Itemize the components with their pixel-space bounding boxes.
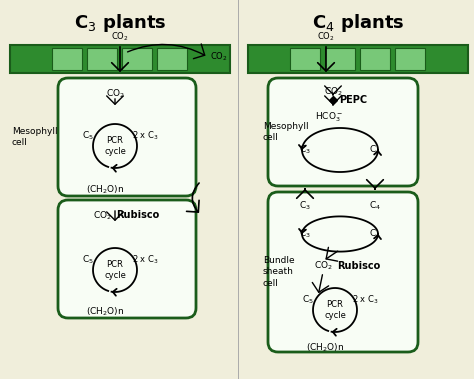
Text: CO$_2$: CO$_2$ — [111, 30, 129, 43]
Text: Rubisco: Rubisco — [116, 210, 159, 220]
Text: (CH$_2$O)n: (CH$_2$O)n — [306, 342, 344, 354]
Text: PCR
cycle: PCR cycle — [104, 136, 126, 156]
FancyBboxPatch shape — [268, 192, 418, 352]
Text: Rubisco: Rubisco — [337, 261, 380, 271]
Bar — [53, 48, 82, 70]
Text: Mesophyll
cell: Mesophyll cell — [263, 122, 309, 142]
Text: PEPC: PEPC — [339, 95, 367, 105]
Text: 2 x C$_3$: 2 x C$_3$ — [352, 294, 378, 306]
FancyBboxPatch shape — [58, 200, 196, 318]
Bar — [88, 48, 118, 70]
Text: C$_4$: C$_4$ — [369, 144, 381, 156]
Text: 2 x C$_3$: 2 x C$_3$ — [132, 254, 158, 266]
Text: CO$_2$: CO$_2$ — [92, 210, 111, 222]
Text: Bundle
sheath
cell: Bundle sheath cell — [263, 257, 295, 288]
Text: (CH$_2$O)n: (CH$_2$O)n — [86, 184, 124, 196]
Text: HCO$_3^-$: HCO$_3^-$ — [315, 110, 343, 124]
Text: C$_3$: C$_3$ — [299, 144, 311, 156]
Text: C$_4$: C$_4$ — [369, 228, 381, 240]
Bar — [326, 48, 356, 70]
Text: C$_3$: C$_3$ — [299, 200, 311, 212]
Text: PCR
cycle: PCR cycle — [324, 300, 346, 320]
Text: C$_5$: C$_5$ — [82, 254, 94, 266]
Bar — [10, 45, 230, 73]
Bar — [291, 48, 320, 70]
Text: CO$_2$: CO$_2$ — [106, 88, 125, 100]
Text: C$_5$: C$_5$ — [82, 130, 94, 142]
Text: C$_3$ plants: C$_3$ plants — [74, 12, 166, 34]
Text: 2 x C$_3$: 2 x C$_3$ — [132, 130, 158, 142]
Bar — [395, 48, 426, 70]
Text: CO$_2$: CO$_2$ — [314, 260, 332, 272]
Bar — [122, 48, 153, 70]
Text: PCR
cycle: PCR cycle — [104, 260, 126, 280]
Text: C$_3$: C$_3$ — [299, 228, 311, 240]
Text: CO$_2$: CO$_2$ — [324, 86, 342, 99]
Bar — [248, 45, 468, 73]
Text: C$_4$: C$_4$ — [369, 200, 381, 212]
Bar — [157, 48, 188, 70]
FancyBboxPatch shape — [58, 78, 196, 196]
Text: CO$_2$: CO$_2$ — [317, 30, 335, 43]
Text: Mesophyll
cell: Mesophyll cell — [12, 127, 58, 147]
Bar — [361, 48, 391, 70]
Text: CO$_2$: CO$_2$ — [210, 51, 228, 63]
Text: C$_5$: C$_5$ — [302, 294, 314, 306]
Text: (CH$_2$O)n: (CH$_2$O)n — [86, 306, 124, 318]
FancyBboxPatch shape — [268, 78, 418, 186]
Text: C$_4$ plants: C$_4$ plants — [312, 12, 404, 34]
